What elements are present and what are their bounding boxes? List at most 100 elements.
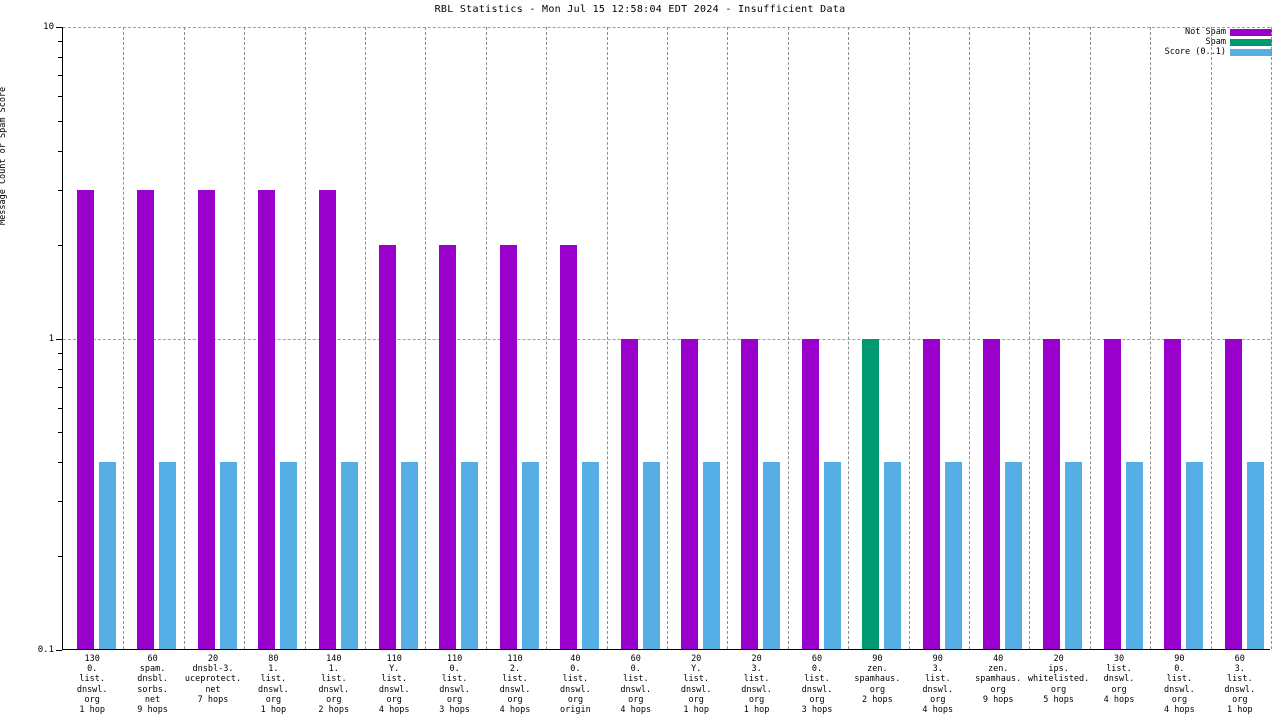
x-axis-tick-label-line: list.: [502, 674, 528, 685]
count-bar: [681, 338, 698, 649]
x-axis-tick-label-line: dnswl.: [560, 684, 591, 695]
x-axis-tick-label-line: 0.: [570, 664, 581, 675]
x-axis-tick-label-line: 1 hop: [683, 705, 709, 716]
y-axis-minor-tick: [58, 556, 62, 558]
y-axis-tick-label: 10: [43, 22, 54, 32]
x-axis-tick-label: 110 Y. list. dnswl. org 4 hops: [352, 654, 436, 715]
legend-item-label: Not Spam: [1185, 27, 1226, 37]
x-axis-tick-label-line: 140: [326, 654, 342, 664]
y-axis-minor-tick: [58, 150, 62, 152]
score-bar: [280, 462, 298, 649]
x-axis-tick-label-line: 110: [507, 654, 523, 664]
x-axis-tick-label-line: 1.: [328, 664, 339, 675]
x-axis-tick-label-line: net: [144, 694, 161, 705]
x-axis-tick-label: 110 0. list. dnswl. org 3 hops: [412, 654, 496, 715]
chart-title: RBL Statistics - Mon Jul 15 12:58:04 EDT…: [434, 4, 846, 15]
score-bar: [642, 462, 660, 649]
score-bar: [401, 462, 418, 649]
x-axis-tick-label: 40 0. list. dnswl. org origin: [533, 654, 617, 715]
x-axis-tick-label-line: list.: [79, 674, 105, 685]
x-axis-tick-label-line: 4 hops: [620, 705, 652, 716]
score-bar: [1246, 462, 1264, 649]
x-axis-tick-label-line: whitelisted.: [1027, 674, 1090, 685]
x-axis-tick-label-line: 60: [147, 654, 158, 664]
x-axis-tick-label-line: 1 hop: [79, 705, 105, 716]
x-axis-tick-label: 20 ips. whitelisted. org 5 hops: [1016, 654, 1100, 705]
x-axis-tick-label-line: 60: [1234, 654, 1245, 664]
x-axis-tick-label-line: sorbs.: [137, 684, 168, 695]
score-bar: [1065, 462, 1083, 649]
vertical-gridline: [123, 27, 125, 649]
x-axis-tick-label-line: dnswl.: [680, 684, 712, 695]
count-bar: [439, 244, 457, 649]
x-axis-tick-label-line: list.: [441, 674, 468, 685]
y-axis-major-tick: [56, 338, 62, 340]
y-axis-minor-tick: [58, 432, 62, 434]
vertical-gridline: [908, 27, 910, 649]
count-bar: [258, 189, 276, 649]
vertical-gridline: [1029, 27, 1031, 649]
x-axis-tick-label-line: 0.: [449, 664, 460, 675]
x-axis-tick-label-line: 0.: [811, 664, 823, 675]
x-axis-tick-label-line: list.: [1226, 674, 1253, 685]
count-bar: [983, 338, 1000, 649]
x-axis-tick-label-line: dnswl.: [620, 684, 652, 695]
x-axis-tick-label-line: dnswl.: [258, 684, 289, 695]
count-bar: [499, 244, 517, 649]
x-axis-tick-label-line: list.: [804, 674, 830, 685]
count-bar: [560, 244, 578, 649]
x-axis-tick-label-line: 1.: [268, 664, 279, 675]
x-axis-tick-label-line: 3.: [1234, 664, 1245, 675]
score-bar: [823, 462, 841, 649]
x-axis-tick-label-line: dnswl.: [1224, 684, 1256, 695]
x-axis-tick-label-line: 4 hops: [378, 705, 410, 716]
x-axis-tick-label-line: org: [265, 694, 282, 705]
vertical-gridline: [848, 27, 850, 649]
y-axis-title: Message Count or Spam Score: [0, 86, 8, 225]
x-axis-tick-label: 60 0. list. dnswl. org 3 hops: [775, 654, 859, 715]
x-axis-tick-label-line: org: [1171, 694, 1188, 705]
x-axis-tick-label-line: dnswl.: [922, 684, 954, 695]
x-axis-tick-label-line: 3.: [932, 664, 943, 675]
x-axis-tick-label-line: 0.: [630, 664, 641, 675]
x-axis-tick-label-line: dnswl.: [439, 684, 470, 695]
x-axis-tick-label: 80 1. list. dnswl. org 1 hop: [231, 654, 315, 715]
x-axis-tick-label: 140 1. list. dnswl. org 2 hops: [292, 654, 376, 715]
x-axis-tick-label: 20 Y. list. dnswl. org 1 hop: [654, 654, 738, 715]
x-axis-tick-label-line: dnswl.: [1164, 684, 1195, 695]
vertical-gridline: [727, 27, 729, 649]
x-axis-tick-label-line: dnswl.: [318, 684, 350, 695]
x-axis-tick-label-line: 30: [1113, 654, 1125, 664]
x-axis-tick-label-line: list.: [743, 674, 770, 685]
x-axis-tick-label-line: spamhaus.: [854, 674, 901, 685]
vertical-gridline: [183, 27, 185, 649]
x-axis-tick-label-line: 2 hops: [862, 694, 893, 705]
legend-color-swatch: [1230, 28, 1272, 36]
x-axis-tick-label-line: dnswl.: [1103, 674, 1135, 685]
x-axis-tick-label: 40 zen. spamhaus. org 9 hops: [956, 654, 1040, 705]
x-axis-tick-label-line: dnsbl.: [137, 674, 168, 685]
y-axis-minor-tick: [58, 57, 62, 59]
count-bar: [620, 338, 638, 649]
x-axis-tick-label: 60 spam. dnsbl. sorbs. net 9 hops: [110, 654, 194, 715]
x-axis-tick-label-line: org: [386, 694, 402, 705]
x-axis-tick-label-line: 110: [446, 654, 463, 664]
x-axis-tick-label-line: org: [1232, 694, 1248, 705]
x-axis-tick-label-line: 60: [811, 654, 823, 664]
legend-color-swatch: [1230, 48, 1272, 56]
x-axis-tick-label-line: 90: [932, 654, 943, 664]
score-bar: [461, 462, 479, 649]
x-axis-tick-label-line: org: [809, 694, 825, 705]
x-axis-tick-label: 90 zen. spamhaus. org 2 hops: [835, 654, 919, 705]
x-axis-tick-label: 30 list. dnswl. org 4 hops: [1077, 654, 1161, 705]
x-axis-tick-label-line: Y.: [389, 664, 400, 675]
x-axis-tick-label-line: list.: [260, 674, 287, 685]
x-axis-tick-label-line: org: [1111, 684, 1127, 695]
y-axis-minor-tick: [58, 244, 62, 246]
x-axis-tick-label: 90 3. list. dnswl. org 4 hops: [896, 654, 980, 715]
x-axis-tick-label: 60 3. list. dnswl. org 1 hop: [1198, 654, 1280, 715]
x-axis-tick-label-line: 20: [207, 654, 219, 664]
y-axis-tick-label: 1: [48, 333, 54, 344]
count-bar: [862, 338, 880, 649]
x-axis-tick-label-line: Y.: [691, 664, 702, 675]
